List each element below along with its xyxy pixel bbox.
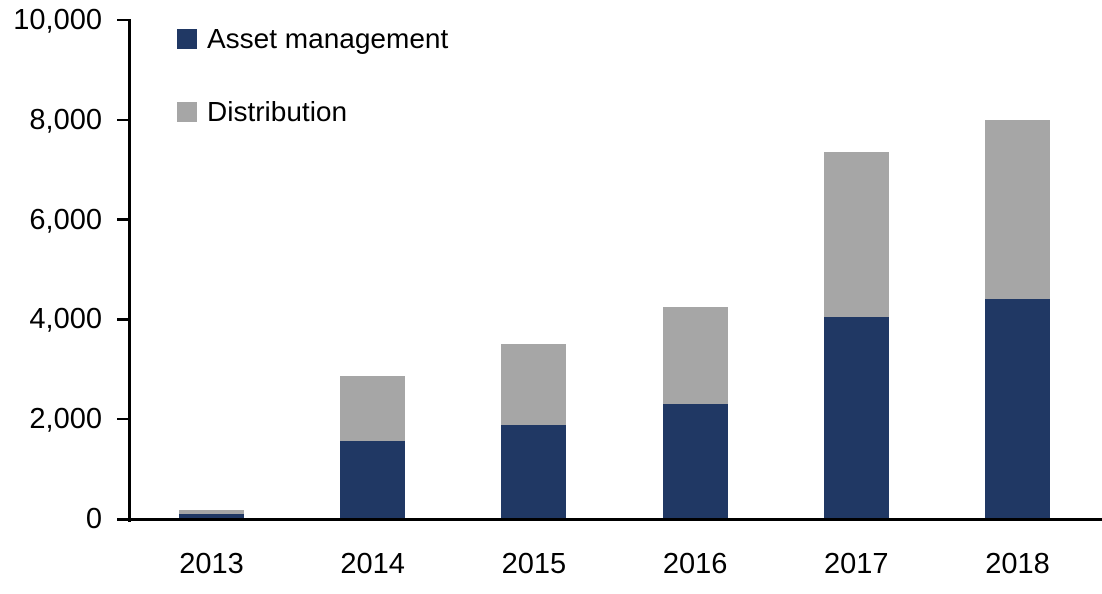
x-axis-tick-label: 2014 bbox=[340, 548, 405, 580]
y-axis-tick-label: 2,000 bbox=[29, 403, 102, 436]
y-axis-tick bbox=[117, 18, 129, 22]
x-axis-tick-label: 2015 bbox=[501, 548, 567, 580]
bar-segment-distribution bbox=[501, 344, 567, 426]
y-axis-tick bbox=[117, 417, 129, 421]
x-axis-tick-label: 2018 bbox=[985, 548, 1050, 580]
bar-segment-asset-management bbox=[501, 425, 567, 519]
legend-swatch-asset-management-icon bbox=[177, 29, 197, 49]
bar-segment-distribution bbox=[662, 307, 728, 405]
legend-label: Asset management bbox=[207, 23, 449, 54]
y-axis-line bbox=[128, 19, 131, 522]
y-axis-tick-label: 8,000 bbox=[29, 103, 102, 136]
legend-item: Asset management bbox=[177, 25, 448, 53]
y-axis-tick bbox=[117, 118, 129, 122]
bar-segment-asset-management bbox=[662, 404, 728, 519]
bar-segment-distribution bbox=[985, 119, 1050, 300]
x-axis-line bbox=[117, 518, 1102, 521]
x-axis-tick-label: 2016 bbox=[662, 548, 728, 580]
bar-segment-asset-management bbox=[179, 513, 244, 519]
bar-segment-distribution bbox=[179, 509, 244, 514]
y-axis-tick-label: 0 bbox=[85, 503, 102, 535]
bar-segment-distribution bbox=[340, 376, 406, 442]
legend-label: Distribution bbox=[207, 96, 348, 127]
y-axis-tick bbox=[117, 218, 129, 221]
x-axis-tick-label: 2013 bbox=[179, 548, 244, 580]
y-axis-tick-label: 6,000 bbox=[29, 203, 102, 236]
bar-segment-distribution bbox=[823, 151, 889, 318]
x-axis-tick-label: 2017 bbox=[824, 548, 889, 580]
y-axis-tick-label: 4,000 bbox=[29, 303, 102, 336]
bar-segment-asset-management bbox=[823, 317, 889, 519]
bar-segment-asset-management bbox=[340, 441, 406, 519]
legend-item: Distribution bbox=[177, 98, 347, 126]
y-axis-tick bbox=[117, 318, 129, 321]
bar-segment-asset-management bbox=[985, 299, 1050, 519]
y-axis-tick-label: 10,000 bbox=[13, 4, 102, 36]
legend-swatch-distribution-icon bbox=[177, 102, 197, 122]
